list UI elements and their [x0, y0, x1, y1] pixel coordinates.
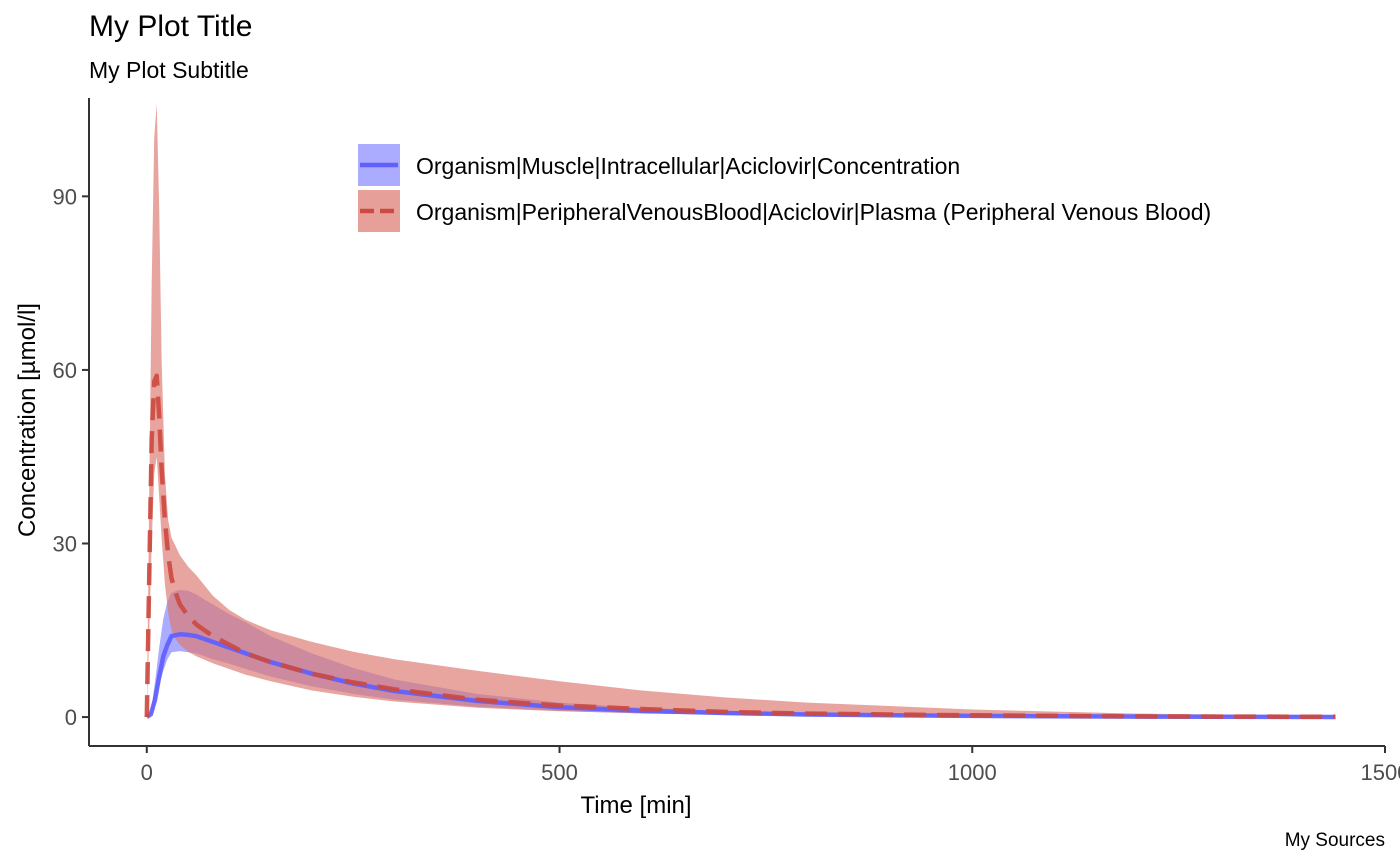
legend: Organism|Muscle|Intracellular|Aciclovir|… [358, 144, 1211, 232]
plot-subtitle: My Plot Subtitle [89, 57, 249, 83]
x-tick-label: 0 [141, 760, 153, 785]
ribbons-layer [146, 103, 1336, 718]
y-tick-label: 30 [53, 532, 77, 557]
legend-label: Organism|Muscle|Intracellular|Aciclovir|… [416, 153, 960, 179]
lines-layer [144, 373, 1336, 720]
plot-title: My Plot Title [89, 10, 253, 43]
y-tick-label: 60 [53, 358, 77, 383]
x-tick-label: 1000 [948, 760, 997, 785]
x-axis-title: Time [min] [580, 792, 691, 819]
plot-caption: My Sources [1284, 830, 1385, 851]
line-series-2 [144, 373, 1336, 720]
x-tick-label: 500 [541, 760, 578, 785]
legend-label: Organism|PeripheralVenousBlood|Aciclovir… [416, 199, 1211, 225]
y-tick-label: 0 [65, 705, 77, 730]
y-axis-title: Concentration [µmol/l] [14, 303, 41, 537]
y-tick-label: 90 [53, 184, 77, 209]
ribbon-series-2 [146, 103, 1336, 718]
